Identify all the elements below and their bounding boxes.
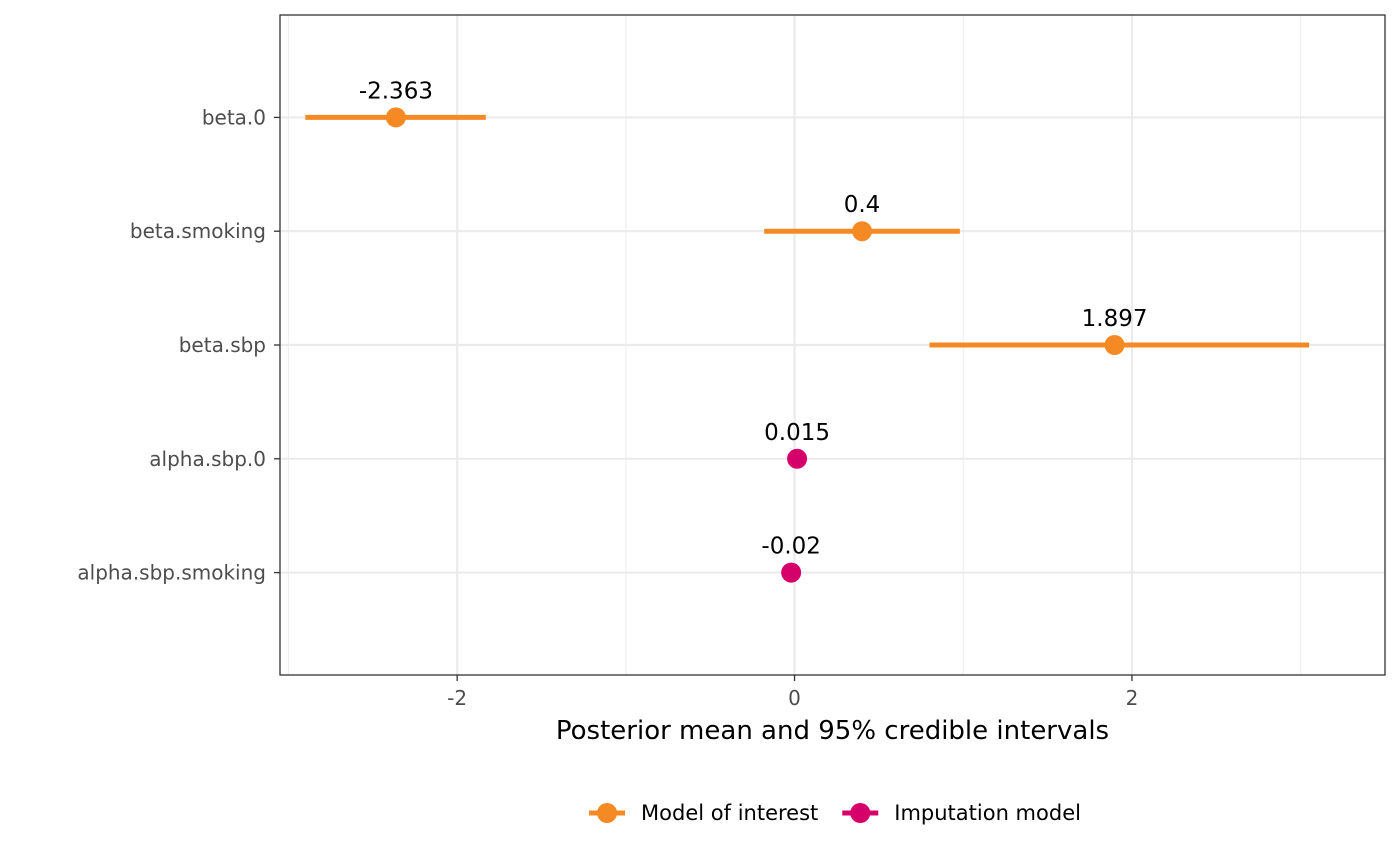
y-tick-label: alpha.sbp.0	[149, 447, 266, 471]
y-tick-label: beta.smoking	[130, 219, 266, 243]
mean-label-beta.sbp: 1.897	[1082, 306, 1148, 332]
data-marks: -2.363 0.4 1.897 0.015 -0.02	[305, 78, 1310, 583]
x-tick-label: 0	[788, 686, 801, 710]
y-tick-label: alpha.sbp.smoking	[77, 561, 266, 585]
x-tick-label: 2	[1126, 686, 1139, 710]
mean-point-beta.sbp	[1104, 335, 1125, 355]
mean-point-alpha.sbp.smoking	[781, 562, 802, 583]
y-axis: beta.0 beta.smoking beta.sbp alpha.sbp.0 alp…	[77, 105, 280, 585]
x-axis-title: Posterior mean and 95% credible interval…	[556, 716, 1109, 746]
legend: Model of interest Imputation model	[589, 801, 1081, 825]
mean-point-beta.0	[385, 107, 406, 128]
legend-item: Model of interest	[589, 801, 818, 825]
mean-point-beta.smoking	[852, 221, 873, 242]
y-tick-label: beta.0	[202, 105, 266, 129]
mean-label-beta.smoking: 0.4	[844, 192, 881, 218]
x-tick-label: -2	[447, 686, 467, 710]
legend-key-point	[597, 803, 618, 823]
mean-label-beta.0: -2.363	[359, 78, 433, 104]
legend-label: Model of interest	[641, 801, 818, 825]
x-axis: -2 0 2	[447, 675, 1138, 710]
legend-item: Imputation model	[842, 801, 1081, 825]
mean-label-alpha.sbp.smoking: -0.02	[761, 534, 821, 560]
y-tick-label: beta.sbp	[179, 333, 266, 357]
mean-label-alpha.sbp.0: 0.015	[764, 420, 830, 446]
legend-label: Imputation model	[894, 801, 1081, 825]
mean-point-alpha.sbp.0	[787, 448, 808, 469]
legend-key-point	[850, 803, 871, 823]
